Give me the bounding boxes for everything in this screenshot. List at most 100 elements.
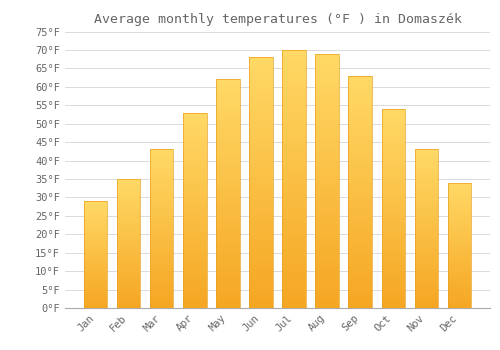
Bar xyxy=(184,269,206,271)
Bar xyxy=(448,196,470,198)
Bar xyxy=(150,165,174,167)
Bar xyxy=(250,140,272,142)
Bar xyxy=(118,302,141,303)
Bar xyxy=(150,149,174,151)
Bar xyxy=(316,56,338,59)
Bar xyxy=(118,268,141,269)
Bar xyxy=(250,271,272,273)
Bar xyxy=(84,296,108,297)
Bar xyxy=(118,291,141,293)
Bar xyxy=(414,306,438,308)
Bar xyxy=(348,157,372,159)
Bar xyxy=(250,303,272,306)
Bar xyxy=(216,244,240,246)
Bar xyxy=(414,254,438,256)
Bar xyxy=(282,125,306,127)
Bar xyxy=(316,209,338,211)
Bar xyxy=(348,148,372,150)
Bar xyxy=(184,181,206,183)
Bar xyxy=(448,208,470,209)
Bar xyxy=(84,295,108,296)
Bar xyxy=(118,299,141,300)
Bar xyxy=(282,220,306,223)
Bar xyxy=(150,245,174,246)
Bar xyxy=(282,202,306,205)
Bar xyxy=(448,257,470,258)
Bar xyxy=(316,290,338,293)
Bar xyxy=(382,302,404,304)
Bar xyxy=(282,251,306,254)
Bar xyxy=(184,263,206,265)
Title: Average monthly temperatures (°F ) in Domaszék: Average monthly temperatures (°F ) in Do… xyxy=(94,13,462,26)
Bar xyxy=(150,200,174,202)
Bar xyxy=(250,258,272,260)
Bar xyxy=(316,82,338,84)
Bar xyxy=(184,169,206,171)
Bar xyxy=(150,306,174,308)
Bar xyxy=(84,214,108,215)
Bar xyxy=(184,140,206,142)
Bar xyxy=(282,169,306,171)
Bar xyxy=(84,276,108,277)
Bar xyxy=(216,184,240,187)
Bar xyxy=(150,262,174,264)
Bar xyxy=(282,99,306,102)
Bar xyxy=(84,281,108,282)
Bar xyxy=(448,265,470,267)
Bar xyxy=(348,92,372,94)
Bar xyxy=(84,273,108,274)
Bar xyxy=(382,246,404,248)
Bar xyxy=(250,60,272,62)
Bar xyxy=(316,188,338,191)
Bar xyxy=(316,110,338,112)
Bar xyxy=(84,264,108,265)
Bar xyxy=(316,303,338,306)
Bar xyxy=(150,194,174,195)
Bar xyxy=(216,84,240,86)
Bar xyxy=(448,250,470,252)
Bar xyxy=(118,215,141,216)
Bar xyxy=(118,179,141,308)
Bar xyxy=(184,113,206,114)
Bar xyxy=(414,205,438,206)
Bar xyxy=(316,288,338,290)
Bar xyxy=(216,153,240,155)
Bar xyxy=(316,196,338,198)
Bar xyxy=(150,162,174,164)
Bar xyxy=(84,307,108,308)
Bar xyxy=(414,251,438,252)
Bar xyxy=(84,257,108,258)
Bar xyxy=(150,286,174,287)
Bar xyxy=(184,238,206,240)
Bar xyxy=(84,206,108,208)
Bar xyxy=(250,92,272,95)
Bar xyxy=(184,244,206,245)
Bar xyxy=(414,165,438,167)
Bar xyxy=(184,245,206,247)
Bar xyxy=(382,155,404,157)
Bar xyxy=(250,57,272,308)
Bar xyxy=(448,273,470,274)
Bar xyxy=(150,213,174,215)
Bar xyxy=(250,233,272,235)
Bar xyxy=(216,89,240,91)
Bar xyxy=(382,178,404,181)
Bar xyxy=(150,197,174,198)
Bar xyxy=(348,268,372,271)
Bar xyxy=(448,256,470,257)
Bar xyxy=(382,244,404,246)
Bar xyxy=(84,260,108,261)
Bar xyxy=(150,172,174,173)
Bar xyxy=(282,272,306,274)
Bar xyxy=(316,99,338,102)
Bar xyxy=(84,248,108,249)
Bar xyxy=(348,231,372,234)
Bar xyxy=(448,184,470,185)
Bar xyxy=(448,238,470,239)
Bar xyxy=(150,232,174,233)
Bar xyxy=(184,126,206,128)
Bar xyxy=(250,105,272,107)
Bar xyxy=(316,282,338,285)
Bar xyxy=(448,249,470,250)
Bar xyxy=(282,223,306,225)
